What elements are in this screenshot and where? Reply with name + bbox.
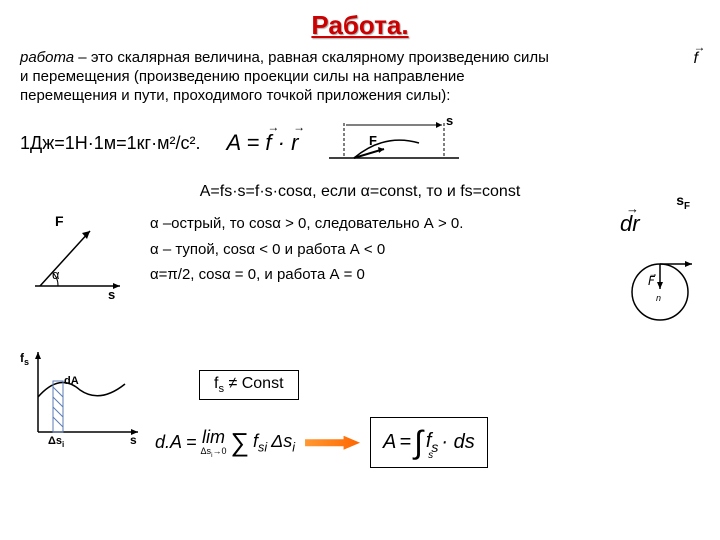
- svg-text:dA: dA: [64, 375, 79, 387]
- svg-text:F: F: [369, 133, 377, 148]
- svg-text:fs: fs: [20, 351, 29, 367]
- angle-cases-text: α –острый, то cosα > 0, следовательно А …: [150, 211, 600, 288]
- units-formula: 1Дж=1Н·1м=1кг·м²/с².: [20, 133, 200, 154]
- svg-text:n: n: [656, 293, 661, 303]
- svg-text:Δsi: Δsi: [48, 435, 64, 447]
- limit-equation: d.A = lim Δsi→0 ∑ fsi Δsi: [155, 427, 295, 459]
- arrow-icon: [305, 436, 360, 450]
- integral-graph: fs dA Δsi s: [20, 342, 145, 447]
- non-const-box: fs ≠ Const: [199, 370, 299, 400]
- svg-text:F⃗: F⃗: [648, 274, 656, 288]
- angle-diagram: F α s: [20, 211, 130, 301]
- sf-label: sF: [676, 192, 690, 212]
- work-term: работа: [20, 49, 74, 66]
- circular-motion-diagram: F⃗ n: [620, 237, 700, 332]
- cosine-formula: A=fs·s=f·s·cosα, если α=const, то и fs=c…: [20, 183, 700, 201]
- page-title: Работа.: [20, 10, 700, 41]
- svg-text:s: s: [446, 113, 453, 128]
- vector-f-symbol: f: [694, 50, 698, 68]
- svg-text:α: α: [52, 267, 60, 282]
- svg-text:s: s: [130, 433, 137, 447]
- svg-text:s: s: [108, 287, 115, 301]
- svg-text:F: F: [55, 213, 64, 229]
- integral-equation: A = ∫s fs · ds: [370, 417, 488, 468]
- definition-text: работа – это скалярная величина, равная …: [20, 49, 700, 105]
- dr-vector-label: dr: [620, 211, 700, 237]
- force-displacement-diagram: F s: [324, 113, 464, 173]
- main-equation: A = f · r: [218, 126, 306, 160]
